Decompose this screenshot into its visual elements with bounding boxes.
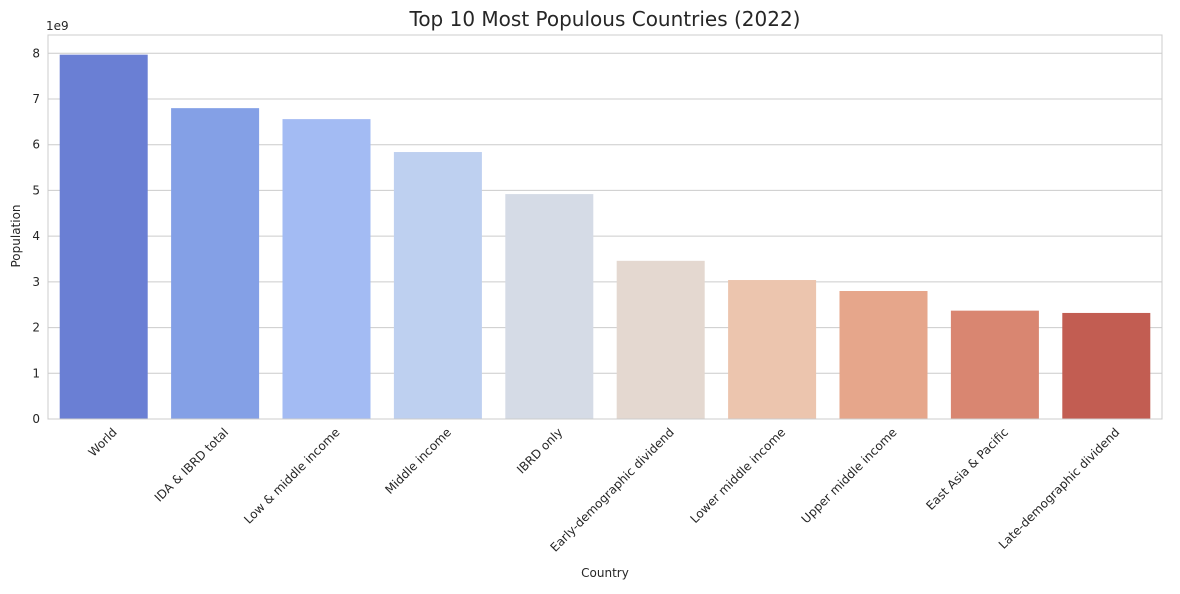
- bars: [59, 54, 1151, 420]
- bar: [839, 291, 928, 419]
- x-tick-label: East Asia & Pacific: [923, 425, 1011, 513]
- y-tick-label: 2: [32, 321, 40, 335]
- plot-frame: [47, 34, 1163, 420]
- y-axis-label: Population: [9, 204, 23, 267]
- y-tick-label: 1: [32, 366, 40, 380]
- y-multiplier-label: 1e9: [46, 19, 69, 33]
- y-tick-label: 6: [32, 138, 40, 152]
- x-tick-label: World: [86, 425, 120, 459]
- x-tick-label: Low & middle income: [241, 425, 342, 526]
- y-tick-labels: 0 1 2 3 4 5 6 7 8: [32, 46, 40, 426]
- x-tick-label: Middle income: [382, 425, 454, 497]
- y-tick-label: 0: [32, 412, 40, 426]
- x-axis-label: Country: [581, 566, 629, 580]
- x-tick-labels: World IDA & IBRD total Low & middle income…: [86, 425, 1123, 554]
- bar: [59, 54, 148, 420]
- bar: [282, 119, 371, 419]
- x-tick-label: Upper middle income: [799, 425, 900, 526]
- y-tick-label: 7: [32, 92, 40, 106]
- bar: [393, 152, 482, 419]
- bar: [950, 310, 1039, 419]
- x-tick-label: Late-demographic dividend: [996, 425, 1123, 552]
- y-tick-label: 3: [32, 275, 40, 289]
- bar: [616, 260, 705, 419]
- bar: [1062, 312, 1151, 419]
- y-tick-label: 5: [32, 183, 40, 197]
- x-tick-label: Lower middle income: [687, 425, 788, 526]
- bar: [171, 108, 260, 420]
- y-tick-label: 8: [32, 46, 40, 60]
- y-tick-label: 4: [32, 229, 40, 243]
- x-tick-label: IDA & IBRD total: [152, 425, 231, 504]
- x-tick-label: Early-demographic dividend: [547, 425, 676, 554]
- chart-title: Top 10 Most Populous Countries (2022): [409, 7, 801, 31]
- x-tick-label: IBRD only: [514, 425, 565, 476]
- bar: [505, 194, 594, 419]
- bar: [728, 280, 817, 419]
